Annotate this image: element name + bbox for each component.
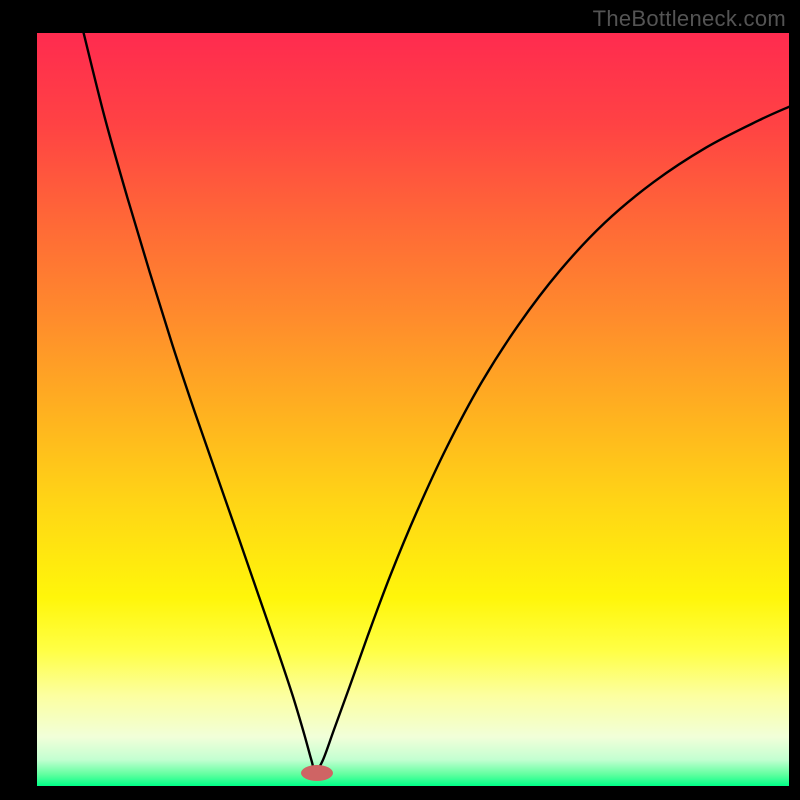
bottleneck-curve-svg (37, 33, 789, 786)
plot-area (37, 33, 789, 786)
vertex-marker (301, 765, 333, 781)
watermark-text: TheBottleneck.com (593, 6, 786, 32)
bottleneck-curve (84, 33, 789, 771)
